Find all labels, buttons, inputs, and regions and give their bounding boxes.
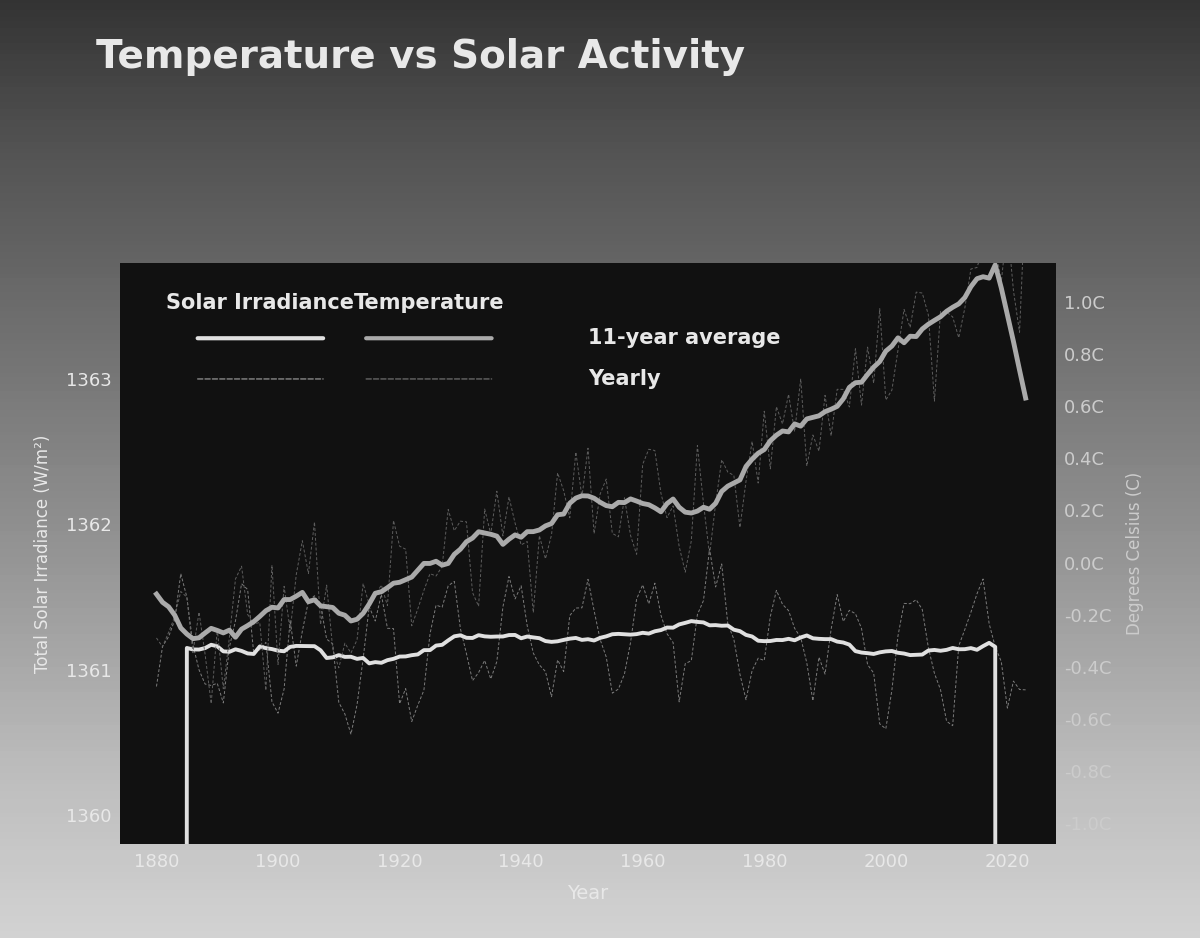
X-axis label: Year: Year [568,885,608,903]
Text: Yearly: Yearly [588,369,661,389]
Y-axis label: Degrees Celsius (C): Degrees Celsius (C) [1126,472,1144,635]
Y-axis label: Total Solar Irradiance (W/m²): Total Solar Irradiance (W/m²) [34,434,52,673]
Text: Temperature: Temperature [354,294,504,313]
Text: Temperature vs Solar Activity: Temperature vs Solar Activity [96,38,745,76]
Text: 11-year average: 11-year average [588,328,780,348]
Text: Solar Irradiance: Solar Irradiance [167,294,354,313]
